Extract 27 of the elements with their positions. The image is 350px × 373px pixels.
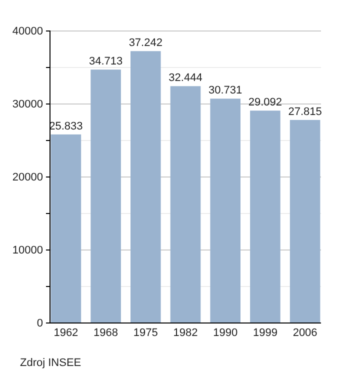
- x-tick-label: 1982: [173, 326, 198, 339]
- y-tick-label: 40000: [12, 26, 43, 38]
- x-tick-label: 1999: [252, 326, 278, 339]
- bar: [50, 134, 82, 323]
- y-tick-label: 10000: [12, 244, 43, 257]
- data-label: 37.242: [128, 37, 162, 50]
- bar: [250, 110, 280, 323]
- x-tick-label: 1975: [133, 326, 158, 339]
- y-tick-label: 0: [36, 318, 43, 330]
- data-label: 34.713: [88, 56, 123, 68]
- y-tick-label: 20000: [12, 172, 43, 184]
- text: Zdroj INSEE: [20, 357, 82, 369]
- data-label: 32.444: [168, 72, 202, 84]
- bar: [90, 70, 121, 323]
- bar: [170, 86, 201, 323]
- y-tick-label: 30000: [12, 98, 43, 111]
- data-label: 25.833: [49, 120, 83, 132]
- bar: [130, 51, 161, 323]
- bar: [290, 120, 320, 323]
- bar: [210, 98, 240, 323]
- x-tick-label: 1962: [54, 326, 78, 339]
- x-tick-label: 1990: [213, 326, 238, 339]
- data-label: 30.731: [208, 84, 242, 97]
- x-tick-label: 1968: [94, 326, 118, 339]
- x-tick-label: 2006: [292, 326, 318, 339]
- data-label: 29.092: [248, 96, 282, 109]
- data-label: 27.815: [288, 106, 322, 118]
